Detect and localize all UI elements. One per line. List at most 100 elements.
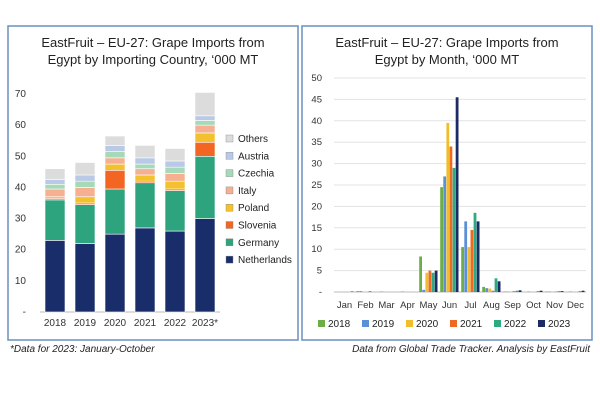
left-bar-segment-others bbox=[165, 149, 185, 161]
left-x-tick-label: 2023* bbox=[192, 318, 218, 329]
footnote-left: *Data for 2023: January-October bbox=[10, 344, 155, 355]
left-legend-swatch-netherlands bbox=[226, 256, 233, 263]
right-x-tick-label: Jan bbox=[337, 300, 352, 311]
left-legend-label-slovenia: Slovenia bbox=[238, 221, 277, 232]
right-x-tick-label: May bbox=[420, 300, 438, 311]
left-bar-segment-austria bbox=[105, 145, 125, 151]
left-bar-segment-austria bbox=[75, 175, 95, 181]
left-bar-segment-italy bbox=[105, 158, 125, 164]
right-x-tick-label: Dec bbox=[567, 300, 584, 311]
right-y-tick-label: 40 bbox=[311, 116, 322, 127]
right-bar-2019 bbox=[464, 221, 467, 292]
right-y-tick-label: 10 bbox=[311, 244, 322, 255]
right-bar-2022 bbox=[474, 213, 477, 292]
right-x-tick-label: Aug bbox=[483, 300, 500, 311]
left-legend-label-austria: Austria bbox=[238, 151, 270, 162]
left-bar-segment-poland bbox=[75, 197, 95, 203]
right-x-tick-label: Jul bbox=[464, 300, 476, 311]
right-bar-2022 bbox=[537, 291, 540, 292]
left-legend-swatch-poland bbox=[226, 204, 233, 211]
left-bar-segment-netherlands bbox=[45, 240, 65, 312]
footnote-right: Data from Global Trade Tracker. Analysis… bbox=[352, 344, 591, 355]
right-legend-label-2020: 2020 bbox=[416, 319, 439, 330]
left-legend-label-others: Others bbox=[238, 134, 268, 145]
right-y-tick-label: - bbox=[319, 287, 322, 298]
left-bar-segment-austria bbox=[165, 161, 185, 167]
left-legend-swatch-italy bbox=[226, 187, 233, 194]
right-legend-swatch-2019 bbox=[362, 320, 369, 327]
right-bar-2018 bbox=[356, 291, 359, 292]
right-bar-2021 bbox=[513, 291, 516, 292]
right-x-tick-label: Sep bbox=[504, 300, 521, 311]
left-bar-segment-netherlands bbox=[75, 243, 95, 312]
right-legend-swatch-2023 bbox=[538, 320, 545, 327]
left-bar-segment-others bbox=[105, 136, 125, 145]
left-y-tick-label: 20 bbox=[15, 245, 27, 256]
left-legend-swatch-others bbox=[226, 135, 233, 142]
left-bar-segment-germany bbox=[45, 200, 65, 240]
left-bar-segment-others bbox=[45, 169, 65, 180]
left-bar-segment-czechia bbox=[45, 184, 65, 189]
left-bar-segment-others bbox=[195, 92, 215, 115]
right-legend-swatch-2020 bbox=[406, 320, 413, 327]
left-x-tick-label: 2019 bbox=[74, 318, 97, 329]
right-bar-2019 bbox=[422, 290, 425, 292]
left-bar-segment-austria bbox=[135, 158, 155, 164]
right-bar-2023 bbox=[477, 221, 480, 292]
left-legend-label-germany: Germany bbox=[238, 238, 279, 249]
left-bar-segment-czechia bbox=[75, 181, 95, 187]
left-bar-segment-others bbox=[75, 163, 95, 175]
right-chart-panel: EastFruit – EU-27: Grape Imports from Eg… bbox=[302, 26, 592, 340]
left-legend-label-poland: Poland bbox=[238, 203, 269, 214]
left-bar-segment-poland bbox=[195, 133, 215, 142]
left-y-tick-label: 60 bbox=[15, 120, 27, 131]
right-bar-2020 bbox=[467, 247, 470, 292]
right-bar-2022 bbox=[432, 273, 435, 292]
right-bar-2018 bbox=[419, 256, 422, 292]
left-bar-segment-czechia bbox=[105, 152, 125, 158]
left-bar-segment-poland bbox=[165, 181, 185, 189]
right-legend-label-2019: 2019 bbox=[372, 319, 395, 330]
right-bar-2021 bbox=[429, 271, 432, 292]
left-bar-segment-others bbox=[135, 145, 155, 157]
left-bar-segment-slovenia bbox=[105, 170, 125, 189]
left-bar-segment-netherlands bbox=[135, 228, 155, 312]
right-bar-2022 bbox=[369, 291, 372, 292]
right-legend-label-2022: 2022 bbox=[504, 319, 527, 330]
left-legend-label-czechia: Czechia bbox=[238, 169, 275, 180]
right-bar-2023 bbox=[561, 291, 564, 292]
right-bar-2022 bbox=[558, 291, 561, 292]
right-bar-2020 bbox=[488, 289, 491, 292]
right-bar-2019 bbox=[359, 291, 362, 292]
left-bar-segment-czechia bbox=[135, 164, 155, 169]
left-bar-segment-italy bbox=[195, 125, 215, 133]
left-bar-segment-czechia bbox=[195, 120, 215, 125]
left-bar-segment-italy bbox=[75, 187, 95, 196]
left-y-tick-label: 50 bbox=[15, 151, 27, 162]
left-bar-segment-germany bbox=[75, 205, 95, 244]
left-bar-segment-poland bbox=[105, 164, 125, 170]
left-bar-segment-germany bbox=[195, 156, 215, 218]
left-bar-segment-italy bbox=[165, 173, 185, 181]
right-legend-swatch-2018 bbox=[318, 320, 325, 327]
left-chart-title-line2: Egypt by Importing Country, ‘000 MT bbox=[48, 52, 259, 67]
right-bar-2019 bbox=[443, 176, 446, 292]
right-x-tick-label: Jun bbox=[442, 300, 457, 311]
right-y-tick-label: 20 bbox=[311, 201, 322, 212]
right-bar-2022 bbox=[516, 291, 519, 292]
left-bar-segment-italy bbox=[135, 169, 155, 175]
left-legend-label-italy: Italy bbox=[238, 186, 256, 197]
right-legend-label-2021: 2021 bbox=[460, 319, 483, 330]
right-y-tick-label: 35 bbox=[311, 137, 322, 148]
right-bar-2023 bbox=[498, 281, 501, 292]
right-bar-2018 bbox=[461, 247, 464, 292]
right-bar-2022 bbox=[579, 291, 582, 292]
left-bar-segment-austria bbox=[195, 116, 215, 121]
right-bar-2023 bbox=[582, 291, 585, 292]
right-bar-2021 bbox=[492, 291, 495, 292]
left-legend-swatch-czechia bbox=[226, 170, 233, 177]
left-bar-segment-germany bbox=[135, 183, 155, 228]
left-bar-segment-netherlands bbox=[105, 234, 125, 312]
right-x-tick-label: Mar bbox=[378, 300, 394, 311]
